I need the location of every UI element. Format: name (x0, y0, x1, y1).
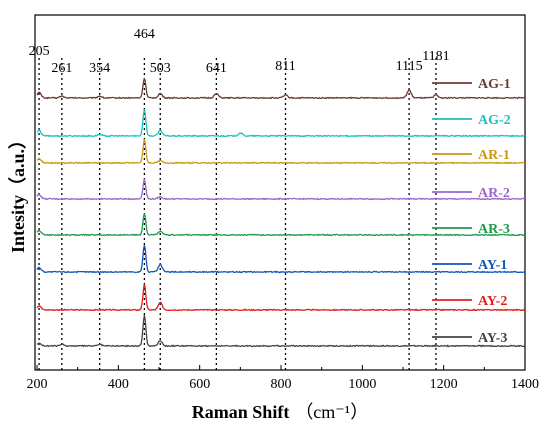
series-line-ag-1 (36, 78, 526, 100)
peak-label: 205 (29, 44, 50, 59)
legend-label: AR-2 (478, 186, 510, 201)
x-tick-label: 200 (27, 377, 48, 392)
legend-label: AR-3 (478, 222, 510, 237)
y-axis-title: Intesity（a.u.） (8, 131, 28, 253)
series-line-ay-2 (36, 284, 526, 312)
legend-label: AG-2 (478, 113, 511, 128)
peak-label: 261 (51, 61, 72, 76)
legend-label: AY-2 (478, 294, 507, 309)
legend-label: AG-1 (478, 77, 511, 92)
x-tick-label: 400 (108, 377, 129, 392)
x-tick-label: 600 (189, 377, 210, 392)
series-line-ay-3 (36, 315, 526, 348)
x-axis-title-main: Raman Shift (192, 402, 290, 422)
series-traces (36, 78, 526, 348)
series-line-ar-1 (36, 138, 526, 165)
series-line-ar-3 (36, 213, 526, 237)
peak-label: 1115 (396, 59, 423, 74)
peak-label: 354 (89, 61, 110, 76)
peak-label: 641 (206, 61, 227, 76)
series-line-ay-1 (36, 245, 526, 274)
x-tick-label: 1200 (430, 377, 458, 392)
series-line-ag-2 (36, 109, 526, 138)
series-line-ar-2 (36, 178, 526, 201)
x-tick-label: 1400 (511, 377, 539, 392)
x-tick-label: 1000 (348, 377, 376, 392)
plot-frame (34, 14, 526, 371)
peak-label: 503 (150, 61, 171, 76)
x-axis-title-unit: （cm⁻¹） (295, 402, 368, 422)
legend-label: AY-1 (478, 258, 507, 273)
peak-label: 811 (275, 59, 295, 74)
legend-label: AR-1 (478, 148, 510, 163)
legend: AG-1 AG-2 AR-1 AR-2 AR-3 AY-1 AY-2 AY-3 (432, 77, 511, 346)
peak-label: 1181 (422, 49, 449, 64)
peak-label: 464 (134, 27, 155, 42)
legend-label: AY-3 (478, 331, 507, 346)
x-axis: 200 400 600 800 1000 1200 1400 (27, 365, 539, 392)
x-tick-label: 800 (271, 377, 292, 392)
x-axis-title: Raman Shift （cm⁻¹） (192, 402, 368, 422)
